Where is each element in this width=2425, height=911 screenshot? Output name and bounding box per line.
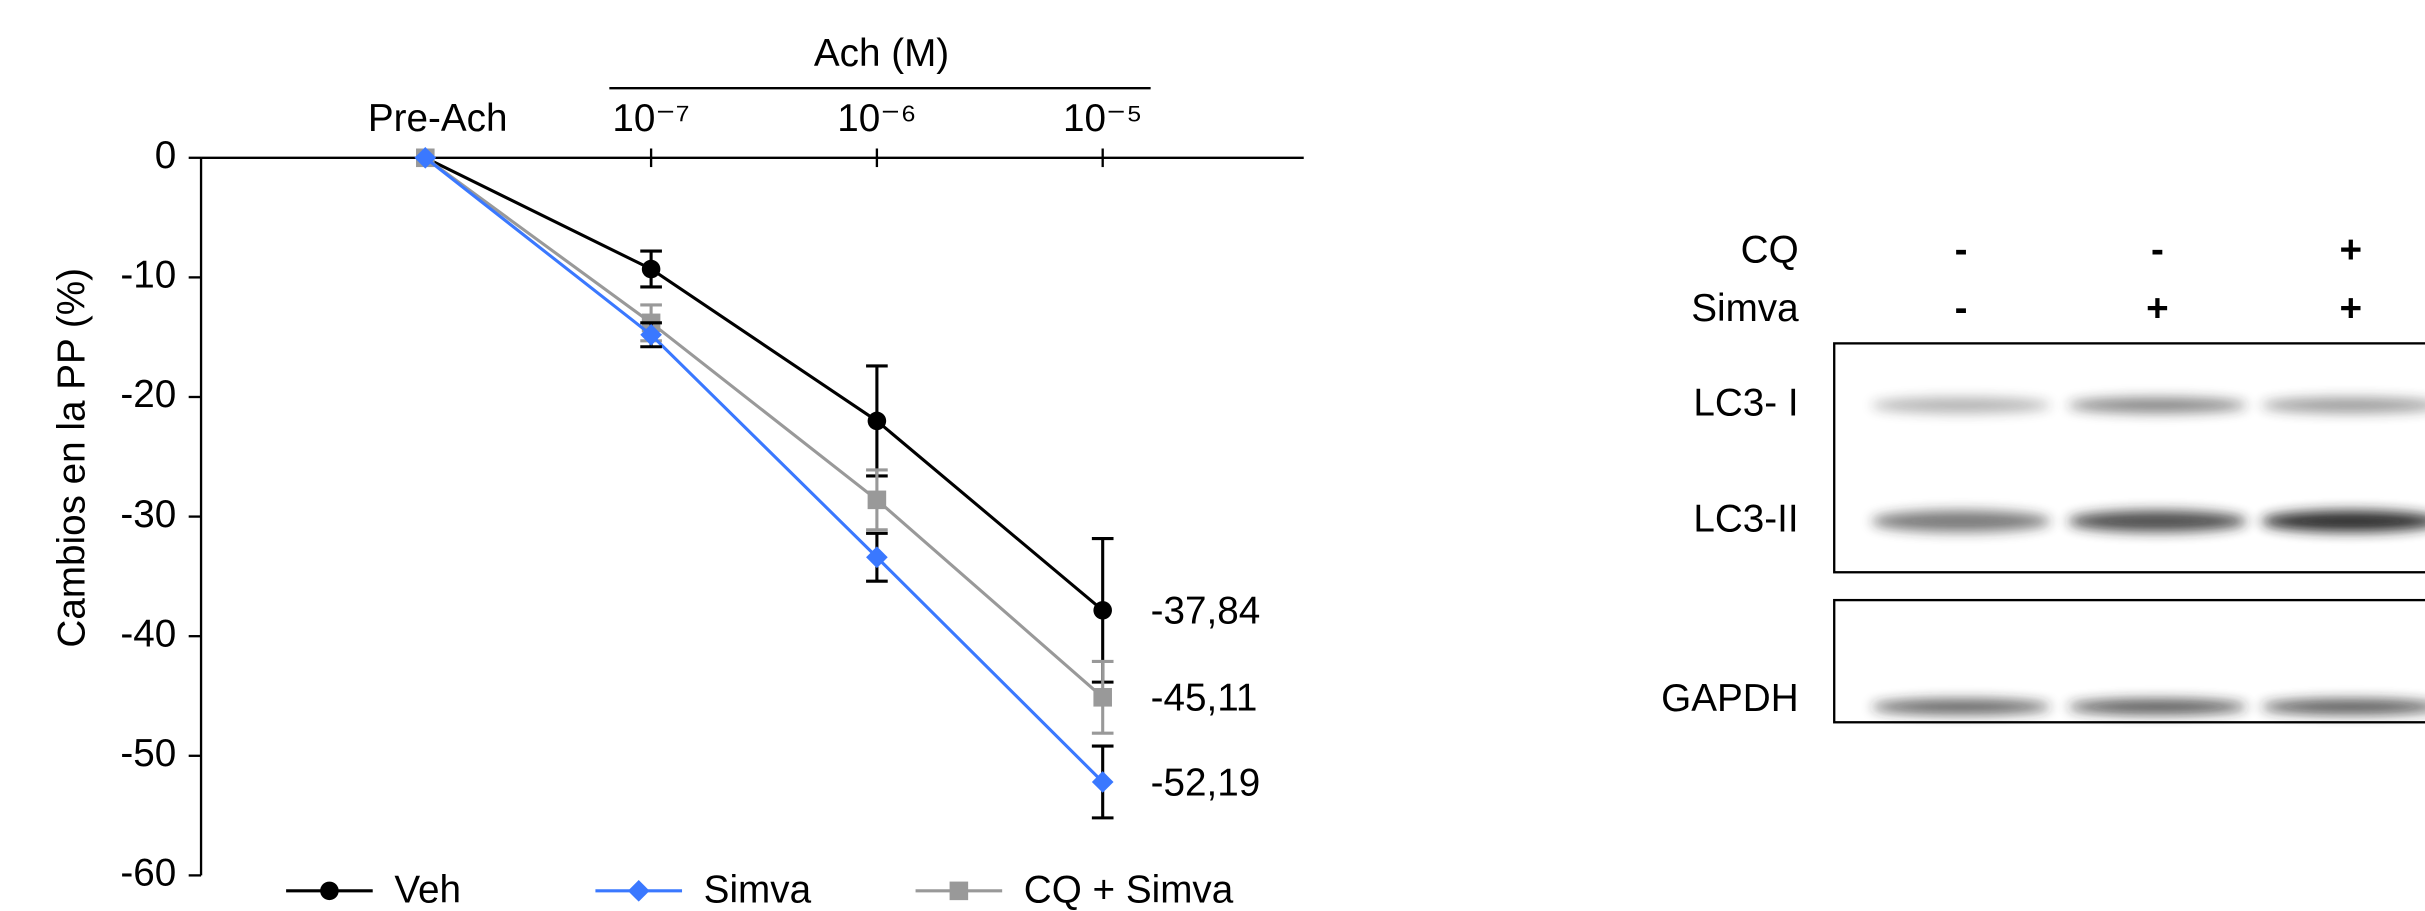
value-label: -52,19 [1151,761,1261,804]
blot-box [1834,343,2425,572]
x-tick-label: 10⁻⁵ [1063,97,1142,140]
blot-band [2068,510,2247,532]
x-tick-label: 10⁻⁶ [837,97,916,140]
blot-lane-sign: + [2146,287,2169,330]
blot-lane-sign: + [2339,287,2362,330]
y-tick-label: -20 [120,373,176,416]
blot-band [2261,398,2425,413]
legend-label: Simva [704,869,812,911]
legend-marker [320,882,339,901]
blot-band-label: GAPDH [1661,677,1798,720]
x-tick-label: 10⁻⁷ [612,97,689,140]
value-label: -37,84 [1151,590,1261,633]
value-label: -45,11 [1151,677,1258,720]
legend-label: CQ + Simva [1024,869,1234,911]
legend-marker [628,880,650,902]
y-tick-label: 0 [155,134,177,177]
y-tick-label: -10 [120,254,176,297]
blot-band [2261,510,2425,532]
marker [642,260,661,279]
blot-lane-sign: - [1955,287,1968,330]
y-tick-label: -40 [120,612,176,655]
series-line [425,158,1102,611]
y-tick-label: -50 [120,732,176,775]
blot-band [2068,699,2247,714]
blot-band [1871,510,2050,532]
page: {"chart_data": {"type": "line", "y_label… [0,0,2425,911]
blot-row-label: CQ [1741,228,1799,271]
blot-lane-sign: - [1955,228,1968,271]
blot-band [2068,398,2247,413]
blot-lane-sign: - [2151,228,2164,271]
y-axis-label: Cambios en la PP (%) [50,268,93,648]
y-tick-label: -30 [120,493,176,536]
marker [868,412,887,431]
marker [868,491,887,510]
blot-band-label: LC3- I [1693,381,1798,424]
x-tick-label: Pre-Ach [368,97,508,140]
series-line [425,158,1102,782]
y-tick-label: -60 [120,852,176,895]
blot-band [1871,699,2050,714]
blot-lane-sign: + [2339,228,2362,271]
figure: Cambios en la PP (%) Ach (M) 0 -10 -20 -30 -… [0,0,2425,911]
blot-row-label: Simva [1691,287,1799,330]
marker [1093,688,1112,707]
legend-label: Veh [394,869,461,911]
blot-band-label: LC3-II [1693,497,1798,540]
legend-marker [950,882,969,901]
blot-band [1871,398,2050,413]
x-group-label: Ach (M) [814,32,949,75]
blot-band [2261,699,2425,714]
marker [1093,601,1112,620]
